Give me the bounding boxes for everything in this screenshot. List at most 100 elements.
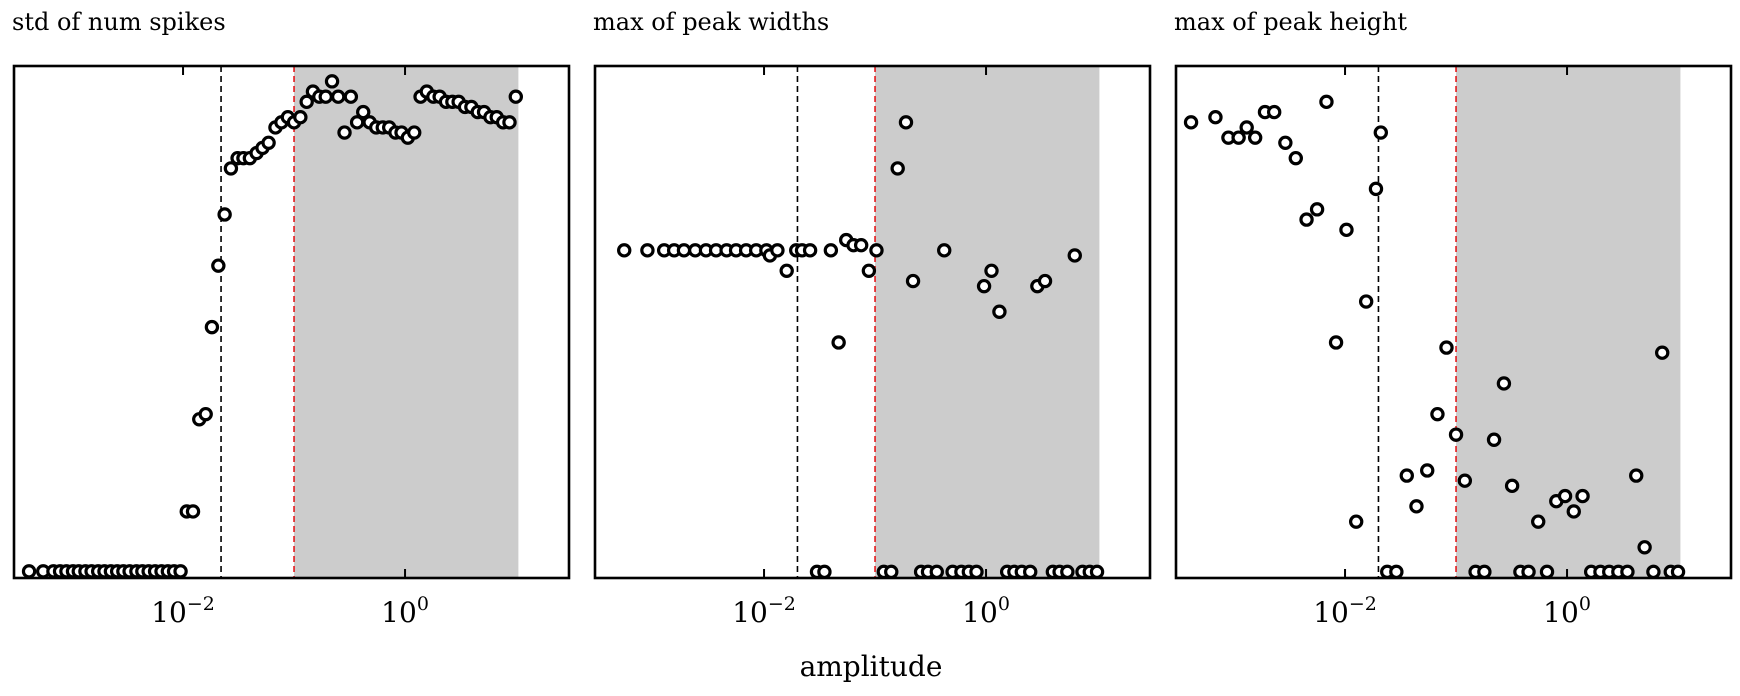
data-point: [802, 243, 818, 258]
data-point: [1448, 427, 1464, 442]
data-point: [853, 237, 869, 253]
data-point: [1409, 499, 1424, 514]
data-point: [1629, 468, 1644, 483]
shaded-region: [875, 66, 1100, 578]
data-point: [217, 207, 232, 222]
data-point: [356, 104, 371, 120]
data-point: [1439, 340, 1454, 355]
data-point: [1521, 564, 1536, 580]
data-point: [204, 319, 220, 335]
x-tick-label: 10−2: [1313, 593, 1377, 629]
data-point: [831, 335, 846, 350]
data-point: [929, 564, 944, 580]
figure-xlabel: amplitude: [800, 650, 943, 683]
data-point: [1496, 376, 1512, 391]
data-point: [676, 243, 692, 258]
data-point: [617, 243, 632, 258]
data-point: [861, 263, 877, 278]
panel-1: std of num spikes 10−2 100: [12, 8, 571, 629]
x-tick-label: 100: [962, 593, 1010, 629]
data-point: [173, 564, 188, 579]
axes-frame: [12, 64, 571, 580]
shaded-region: [294, 66, 519, 578]
axes-frame: [1174, 64, 1733, 580]
data-point: [1430, 406, 1445, 422]
data-point: [1358, 294, 1374, 309]
panel-title: std of num spikes: [12, 8, 226, 36]
data-point: [1239, 120, 1254, 135]
data-point: [905, 273, 921, 289]
data-point: [1557, 488, 1573, 504]
data-point: [779, 263, 794, 278]
data-point: [1655, 345, 1670, 360]
data-point: [1278, 135, 1293, 150]
data-point: [1504, 478, 1520, 494]
data-point: [1368, 181, 1384, 197]
data-point: [1089, 564, 1105, 580]
panel-3: max of peak height 10−2 100: [1174, 8, 1733, 629]
data-point: [1477, 564, 1492, 580]
data-point: [324, 74, 340, 89]
data-point: [898, 115, 914, 130]
x-tick-label: 10−2: [151, 593, 215, 629]
data-point: [969, 564, 984, 580]
data-point: [1646, 564, 1661, 580]
data-point: [1457, 473, 1473, 488]
axes-frame: [593, 64, 1152, 580]
data-point: [869, 243, 884, 258]
data-point: [407, 125, 422, 140]
data-point: [1328, 335, 1344, 350]
data-point: [198, 406, 213, 422]
data-point: [1060, 564, 1075, 580]
data-point: [937, 243, 952, 258]
data-point: [823, 243, 839, 258]
data-point: [1247, 130, 1263, 145]
data-point: [1637, 540, 1652, 555]
data-point: [1539, 564, 1555, 580]
data-point: [1420, 463, 1435, 478]
data-point: [1531, 514, 1546, 529]
data-point: [185, 504, 201, 519]
data-point: [976, 278, 992, 294]
data-point: [223, 161, 239, 176]
data-point: [884, 564, 899, 580]
data-point: [890, 161, 905, 176]
panel-title: max of peak height: [1174, 8, 1407, 36]
data-point: [817, 564, 832, 580]
data-point: [1348, 514, 1364, 529]
data-point: [502, 115, 517, 130]
data-point: [1339, 222, 1354, 238]
data-point: [1373, 125, 1389, 140]
data-point: [331, 89, 346, 104]
data-point: [21, 564, 37, 579]
data-point: [1309, 202, 1325, 217]
data-point: [1299, 212, 1314, 227]
data-point: [1319, 94, 1334, 110]
data-point: [984, 263, 999, 278]
panel-2: max of peak widths 10−2 100: [593, 8, 1152, 629]
data-point: [1575, 488, 1590, 504]
data-point: [1620, 564, 1635, 580]
data-point: [1183, 115, 1199, 130]
data-point: [318, 89, 333, 104]
data-point: [1389, 564, 1404, 580]
data-point: [1288, 150, 1303, 166]
data-point: [343, 89, 359, 104]
data-point: [992, 304, 1007, 319]
data-point: [1670, 564, 1686, 580]
data-point: [293, 109, 308, 125]
data-point: [770, 243, 785, 258]
data-point: [508, 89, 523, 104]
data-point: [261, 135, 276, 150]
data-point: [1231, 130, 1246, 145]
x-tick-label: 10−2: [732, 593, 796, 629]
data-point: [1266, 104, 1282, 120]
data-point: [1023, 564, 1038, 580]
panel-title: max of peak widths: [593, 8, 829, 36]
data-point: [299, 94, 314, 110]
data-point: [1037, 273, 1053, 289]
x-tick-label: 100: [1543, 593, 1591, 629]
data-point: [640, 243, 655, 258]
data-point: [1486, 432, 1502, 447]
